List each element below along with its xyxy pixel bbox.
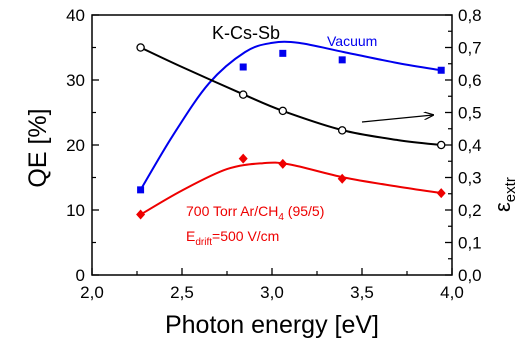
y-tick-label: 30: [66, 71, 85, 90]
data-point-vacuum: [338, 56, 346, 64]
y2-tick-label: 0,4: [458, 136, 482, 155]
drift-field-tail: =500 V/cm: [212, 228, 279, 244]
y2-tick-label: 0,0: [458, 266, 482, 285]
data-point-vacuum: [137, 186, 145, 194]
y2-tick-label: 0,7: [458, 39, 482, 58]
y2-axis-title: εextr: [490, 177, 519, 212]
x-tick-label: 3,0: [260, 283, 284, 302]
y2-axis-title-sub: extr: [502, 177, 519, 202]
y2-tick-label: 0,3: [458, 169, 482, 188]
y-tick-label: 40: [66, 6, 85, 25]
data-point-gas: [278, 158, 288, 169]
series-line-vacuum: [139, 40, 442, 191]
x-axis-title: Photon energy [eV]: [165, 311, 379, 339]
y-tick-label: 0: [76, 266, 85, 285]
data-point-extraction: [136, 43, 145, 52]
data-point-vacuum: [437, 66, 445, 74]
x-tick-label: 2,0: [80, 283, 104, 302]
data-point-extraction: [278, 106, 288, 116]
series-curves: [139, 40, 442, 216]
y-axis-ticks: 0 10 20 30 40: [66, 6, 99, 285]
gas-condition-sub: 4: [278, 212, 284, 223]
gas-condition-main: 700 Torr Ar/CH: [186, 203, 278, 219]
y2-tick-label: 0,8: [458, 6, 482, 25]
data-point-vacuum: [239, 63, 247, 71]
drift-field-main: E: [186, 228, 195, 244]
data-point-extraction: [436, 140, 446, 150]
drift-field-sub: drift: [195, 237, 212, 248]
y2-axis-ticks: 0,0 0,1 0,2 0,3 0,4 0,5 0,6 0,7 0,8: [445, 6, 482, 285]
y2-tick-label: 0,1: [458, 234, 482, 253]
right-axis-arrow: [361, 115, 433, 123]
x-tick-label: 3,5: [350, 283, 374, 302]
x-tick-label: 4,0: [440, 283, 464, 302]
x-axis-ticks: 2,0 2,5 3,0 3,5 4,0: [80, 268, 464, 302]
gas-condition-label: 700 Torr Ar/CH4 (95/5): [186, 203, 324, 223]
gas-condition-tail: (95/5): [284, 203, 324, 219]
series-line-gas: [140, 161, 442, 216]
y2-tick-label: 0,2: [458, 201, 482, 220]
y-tick-label: 20: [66, 136, 85, 155]
series-markers: [136, 43, 446, 220]
y2-tick-label: 0,6: [458, 71, 482, 90]
data-point-vacuum: [279, 49, 287, 57]
y-tick-label: 10: [66, 201, 85, 220]
x-tick-label: 2,5: [170, 283, 194, 302]
y2-tick-label: 0,5: [458, 104, 482, 123]
y-axis-title: QE [%]: [24, 108, 52, 187]
data-point-gas: [436, 188, 446, 199]
data-point-extraction: [238, 90, 248, 99]
y2-axis-title-main: ε: [490, 202, 515, 212]
chart-title: K-Cs-Sb: [212, 23, 280, 43]
data-point-gas: [238, 153, 248, 164]
data-point-extraction: [337, 126, 347, 135]
data-point-gas: [337, 173, 347, 184]
data-point-gas: [136, 209, 146, 220]
drift-field-label: Edrift=500 V/cm: [186, 228, 279, 248]
vacuum-label: Vacuum: [327, 33, 377, 49]
